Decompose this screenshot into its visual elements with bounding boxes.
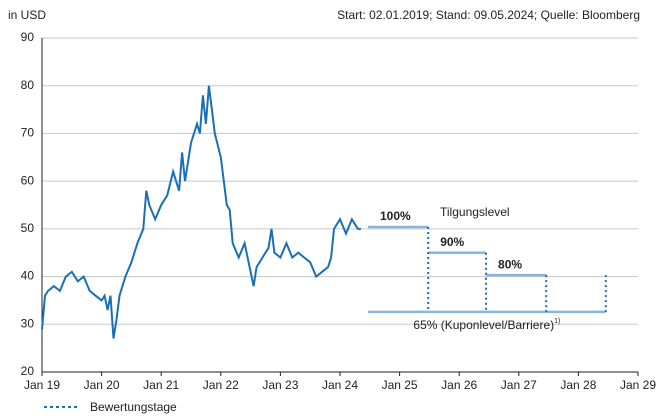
- y-tick-label: 90: [21, 30, 35, 44]
- y-tick-label: 30: [21, 316, 35, 330]
- y-tick-label: 40: [21, 269, 35, 283]
- x-tick-label: Jan 20: [84, 378, 120, 392]
- level-label: 90%: [440, 235, 464, 249]
- x-tick-label: Jan 28: [560, 378, 596, 392]
- y-tick-label: 60: [21, 173, 35, 187]
- y-tick-label: 80: [21, 78, 35, 92]
- y-tick-label: 70: [21, 126, 35, 140]
- barrier-label: 65% (Kuponlevel/Barriere)1): [413, 318, 560, 332]
- x-tick-label: Jan 22: [203, 378, 239, 392]
- price-line: [41, 85, 361, 339]
- level-label: 100%: [380, 209, 411, 223]
- y-tick-label: 50: [21, 221, 35, 235]
- legend-label: Bewertungstage: [90, 400, 177, 414]
- x-tick-label: Jan 19: [24, 378, 60, 392]
- x-tick-label: Jan 23: [262, 378, 298, 392]
- barrier-footnote: 1): [554, 318, 560, 325]
- source-note: Start: 02.01.2019; Stand: 09.05.2024; Qu…: [337, 8, 640, 22]
- x-tick-label: Jan 26: [441, 378, 477, 392]
- barrier-label-text: 65% (Kuponlevel/Barriere): [413, 318, 554, 332]
- x-tick-label: Jan 24: [322, 378, 358, 392]
- x-tick-label: Jan 25: [382, 378, 418, 392]
- y-tick-label: 20: [21, 364, 35, 378]
- x-tick-label: Jan 29: [620, 378, 656, 392]
- x-tick-label: Jan 27: [501, 378, 537, 392]
- y-axis-label: in USD: [8, 8, 46, 22]
- level-title: Tilgungslevel: [440, 205, 510, 219]
- x-tick-label: Jan 21: [143, 378, 179, 392]
- level-label: 80%: [498, 257, 522, 271]
